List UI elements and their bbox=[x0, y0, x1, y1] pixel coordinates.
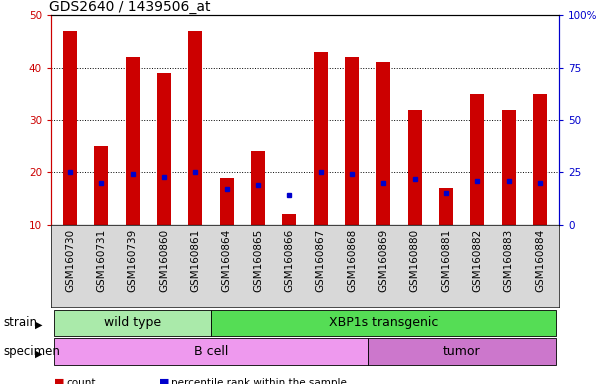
Text: GSM160867: GSM160867 bbox=[316, 229, 326, 292]
Bar bbox=[502, 109, 516, 225]
Text: GSM160864: GSM160864 bbox=[222, 229, 231, 292]
Text: ■: ■ bbox=[159, 378, 169, 384]
Text: GSM160869: GSM160869 bbox=[379, 229, 388, 292]
Bar bbox=[282, 214, 296, 225]
Bar bbox=[126, 57, 139, 225]
Bar bbox=[94, 146, 108, 225]
Text: GSM160860: GSM160860 bbox=[159, 229, 169, 292]
Bar bbox=[219, 177, 234, 225]
Text: GSM160880: GSM160880 bbox=[410, 229, 419, 292]
Text: count: count bbox=[66, 378, 96, 384]
Text: strain: strain bbox=[3, 316, 37, 329]
Text: GSM160730: GSM160730 bbox=[65, 229, 75, 292]
Text: specimen: specimen bbox=[3, 345, 60, 358]
Text: GSM160883: GSM160883 bbox=[504, 229, 514, 292]
Text: GSM160881: GSM160881 bbox=[441, 229, 451, 292]
Text: GSM160865: GSM160865 bbox=[253, 229, 263, 292]
Bar bbox=[439, 188, 453, 225]
Text: GSM160739: GSM160739 bbox=[127, 229, 138, 292]
Text: GSM160866: GSM160866 bbox=[284, 229, 294, 292]
Text: tumor: tumor bbox=[443, 345, 481, 358]
Bar bbox=[211, 310, 556, 336]
Text: wild type: wild type bbox=[104, 316, 161, 329]
Bar bbox=[251, 151, 265, 225]
Bar bbox=[345, 57, 359, 225]
Text: ▶: ▶ bbox=[35, 349, 43, 359]
Bar bbox=[63, 31, 77, 225]
Text: GSM160868: GSM160868 bbox=[347, 229, 357, 292]
Bar bbox=[54, 310, 211, 336]
Text: percentile rank within the sample: percentile rank within the sample bbox=[171, 378, 347, 384]
Bar bbox=[368, 338, 556, 365]
Bar bbox=[471, 94, 484, 225]
Bar bbox=[157, 73, 171, 225]
Text: GDS2640 / 1439506_at: GDS2640 / 1439506_at bbox=[49, 0, 210, 14]
Bar bbox=[407, 109, 422, 225]
Text: ▶: ▶ bbox=[35, 320, 43, 330]
Bar bbox=[314, 52, 328, 225]
Bar bbox=[54, 338, 368, 365]
Bar bbox=[188, 31, 203, 225]
Bar bbox=[533, 94, 547, 225]
Text: GSM160884: GSM160884 bbox=[535, 229, 545, 292]
Text: B cell: B cell bbox=[194, 345, 228, 358]
Text: XBP1s transgenic: XBP1s transgenic bbox=[329, 316, 438, 329]
Text: GSM160861: GSM160861 bbox=[191, 229, 200, 292]
Text: ■: ■ bbox=[54, 378, 64, 384]
Text: GSM160731: GSM160731 bbox=[96, 229, 106, 292]
Text: GSM160882: GSM160882 bbox=[472, 229, 483, 292]
Bar bbox=[376, 63, 391, 225]
